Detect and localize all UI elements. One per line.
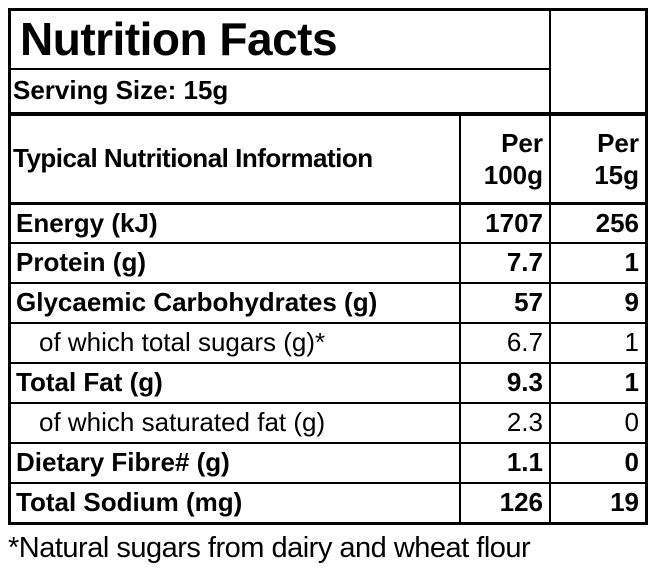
value-per-15g: 0 <box>549 442 645 482</box>
value-per-15g: 19 <box>549 482 645 522</box>
per-100g-line2: 100g <box>483 160 543 190</box>
page-title: Nutrition Facts <box>20 13 338 66</box>
column-header-per-100g: Per 100g <box>459 112 549 202</box>
per-100g-line1: Per <box>501 127 543 158</box>
row-label: Total Fat (g) <box>11 362 459 402</box>
row-label: Energy (kJ) <box>11 202 459 242</box>
serving-size-text: Serving Size: 15g <box>11 68 549 112</box>
value-per-100g: 2.3 <box>459 402 549 442</box>
row-label: Protein (g) <box>11 242 459 282</box>
value-per-100g: 7.7 <box>459 242 549 282</box>
column-header-typical-nutritional-information: Typical Nutritional Information <box>11 112 459 202</box>
value-per-15g: 9 <box>549 282 645 322</box>
value-per-15g: 1 <box>549 362 645 402</box>
value-per-15g: 1 <box>549 242 645 282</box>
row-label: Total Sodium (mg) <box>11 482 459 522</box>
row-label: Dietary Fibre# (g) <box>11 442 459 482</box>
value-per-100g: 57 <box>459 282 549 322</box>
natural-sugars-footnote: *Natural sugars from dairy and wheat flo… <box>8 532 531 564</box>
value-per-15g: 1 <box>549 322 645 362</box>
row-label: of which total sugars (g)* <box>11 322 459 362</box>
top-right-empty-cell <box>549 11 645 112</box>
value-per-100g: 126 <box>459 482 549 522</box>
value-per-100g: 6.7 <box>459 322 549 362</box>
row-label: of which saturated fat (g) <box>11 402 459 442</box>
nutrition-label: Nutrition Facts Serving Size: 15g Typica… <box>8 8 648 565</box>
value-per-15g: 256 <box>549 202 645 242</box>
value-per-100g: 1707 <box>459 202 549 242</box>
nutrition-facts-table: Nutrition Facts Serving Size: 15g Typica… <box>8 8 648 525</box>
value-per-15g: 0 <box>549 402 645 442</box>
value-per-100g: 1.1 <box>459 442 549 482</box>
column-header-per-15g: Per 15g <box>549 112 645 202</box>
per-15g-line2: 15g <box>594 160 639 190</box>
value-per-100g: 9.3 <box>459 362 549 402</box>
row-label: Glycaemic Carbohydrates (g) <box>11 282 459 322</box>
per-15g-line1: Per <box>597 127 639 158</box>
